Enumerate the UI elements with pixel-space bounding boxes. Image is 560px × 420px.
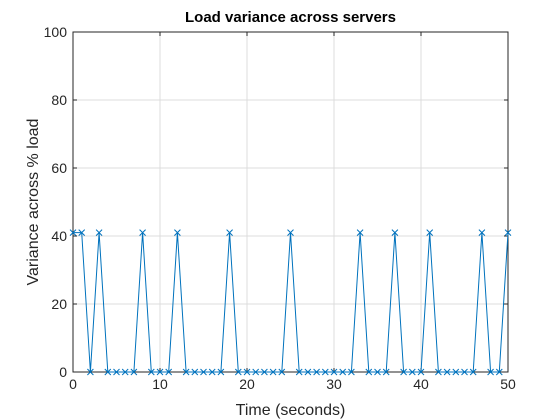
data-point: [243, 368, 251, 376]
grid: [73, 32, 508, 372]
data-point: [443, 368, 451, 376]
data-point: [417, 368, 425, 376]
data-point: [261, 368, 268, 376]
data-point: [495, 368, 503, 376]
data-point: [217, 368, 225, 376]
y-tick-label: 40: [51, 228, 67, 244]
chart-title: Load variance across servers: [185, 9, 396, 26]
data-point: [469, 368, 477, 376]
x-axis-label: Time (seconds): [236, 402, 346, 419]
series-layer: [69, 229, 512, 376]
data-point: [461, 368, 468, 376]
data-point: [121, 368, 129, 376]
data-point: [356, 229, 364, 236]
x-tick-label: 30: [326, 376, 342, 392]
data-point: [487, 368, 494, 376]
y-axis-label: Variance across % load: [25, 119, 42, 286]
data-point: [78, 229, 86, 236]
x-tick-label: 20: [239, 376, 255, 392]
plot-area: [72, 31, 509, 373]
data-point: [278, 368, 286, 376]
data-point: [504, 229, 512, 236]
data-point: [426, 229, 434, 236]
data-point: [452, 368, 460, 376]
data-point: [182, 368, 190, 376]
data-point: [330, 368, 338, 376]
data-point: [287, 229, 294, 236]
x-tick-label: 0: [69, 376, 77, 392]
data-point: [321, 368, 329, 376]
data-point: [295, 368, 303, 376]
data-point: [269, 368, 277, 376]
y-tick-label: 0: [59, 364, 67, 380]
data-point: [435, 368, 442, 376]
data-point: [104, 368, 112, 376]
data-point: [200, 368, 207, 376]
data-point: [113, 368, 120, 376]
data-point: [339, 368, 347, 376]
data-point: [191, 368, 199, 376]
y-tick-label: 20: [51, 296, 67, 312]
series-line: [73, 232, 509, 373]
data-point: [400, 368, 407, 376]
data-point: [156, 368, 164, 376]
data-point: [165, 368, 173, 376]
data-point: [252, 368, 260, 376]
data-point: [391, 229, 399, 236]
x-tick-label: 10: [152, 376, 168, 392]
data-point: [234, 368, 242, 376]
axis-ticks: 0 10 20 30 40 50 0 20 40 60 80 100: [44, 24, 516, 392]
data-point: [313, 368, 320, 376]
y-tick-label: 80: [51, 92, 67, 108]
data-point: [226, 229, 233, 236]
data-point: [130, 368, 138, 376]
data-point: [478, 229, 486, 236]
data-point: [147, 368, 155, 376]
x-tick-label: 50: [500, 376, 516, 392]
y-tick-label: 60: [51, 160, 67, 176]
y-tick-label: 100: [44, 24, 68, 40]
data-point: [365, 368, 373, 376]
data-point: [87, 368, 94, 376]
data-point: [374, 368, 381, 376]
data-point: [139, 229, 146, 236]
data-point: [408, 368, 416, 376]
data-point: [69, 229, 77, 236]
data-point: [382, 368, 390, 376]
data-point: [304, 368, 312, 376]
data-point: [174, 229, 181, 236]
data-point: [95, 229, 103, 236]
data-point: [208, 368, 216, 376]
data-point: [348, 368, 355, 376]
x-tick-label: 40: [413, 376, 429, 392]
